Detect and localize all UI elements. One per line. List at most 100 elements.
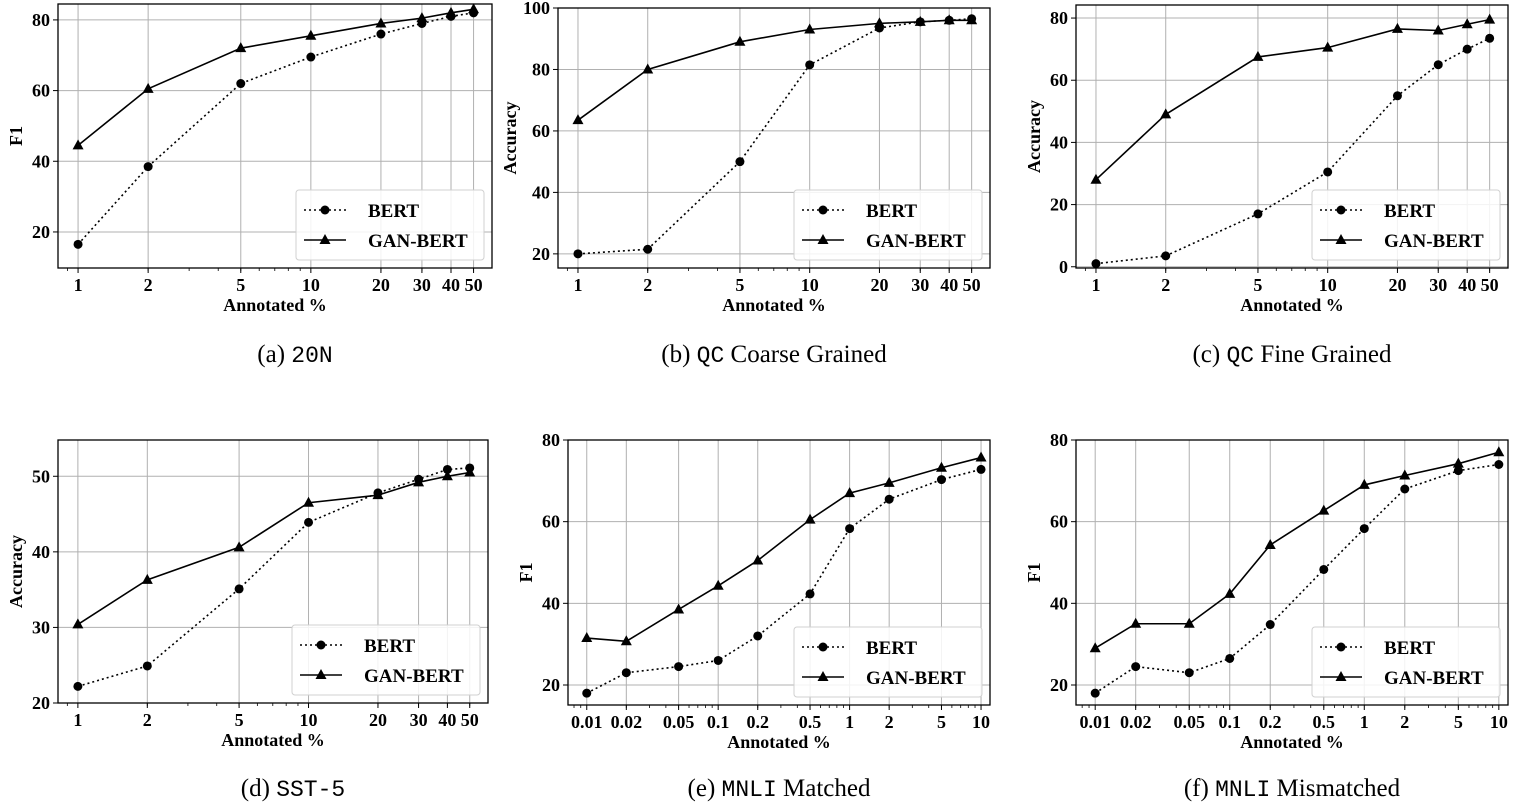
data-point bbox=[72, 618, 84, 629]
legend-box bbox=[291, 624, 481, 696]
x-tick-label: 0.01 bbox=[571, 712, 603, 732]
data-point bbox=[884, 494, 894, 504]
legend: BERT GAN-BERT bbox=[1311, 626, 1501, 698]
series-line bbox=[1094, 463, 1499, 694]
y-tick-label: 0 bbox=[1059, 257, 1068, 277]
data-point bbox=[468, 3, 480, 14]
x-tick-label: 5 bbox=[735, 275, 744, 295]
y-axis-label: F1 bbox=[516, 563, 536, 583]
data-point bbox=[1224, 587, 1236, 598]
data-point bbox=[1461, 18, 1473, 29]
x-tick-label: 10 bbox=[972, 712, 990, 732]
series-bert bbox=[1090, 459, 1504, 698]
data-point bbox=[1130, 617, 1142, 628]
data-point bbox=[1253, 209, 1263, 219]
axes-frame bbox=[567, 439, 991, 706]
x-tick-label: 40 bbox=[438, 710, 456, 730]
data-point bbox=[376, 29, 386, 39]
data-point bbox=[1089, 642, 1101, 653]
x-tick-label: 2 bbox=[643, 275, 652, 295]
series-bert bbox=[582, 464, 986, 698]
legend-triangle-marker bbox=[315, 669, 327, 679]
data-point bbox=[445, 6, 457, 17]
x-axis-label: Annotated % bbox=[722, 295, 826, 315]
data-point bbox=[1392, 91, 1402, 101]
subplot-e: 0.01 0.02 0.05 0.1 0.2 0.5 1 2 5 10 20 40 60 80 Annota… bbox=[516, 430, 991, 803]
data-point bbox=[305, 29, 317, 40]
data-point bbox=[1433, 60, 1443, 70]
data-point bbox=[236, 79, 246, 89]
data-point bbox=[233, 541, 245, 552]
caption-suffix: Fine Grained bbox=[1254, 341, 1392, 368]
legend-circle-marker bbox=[818, 205, 828, 215]
y-tick-label: 60 bbox=[32, 81, 50, 101]
y-tick-label: 80 bbox=[532, 59, 550, 79]
series-gan-bert bbox=[581, 451, 987, 646]
caption-suffix: Matched bbox=[777, 775, 871, 802]
data-point bbox=[1160, 108, 1172, 119]
x-axis-label: Annotated % bbox=[223, 295, 327, 315]
data-point bbox=[1453, 466, 1463, 476]
y-tick-label: 40 bbox=[1050, 593, 1068, 613]
y-tick-label: 80 bbox=[32, 10, 50, 30]
legend-label: GAN-BERT bbox=[368, 231, 468, 252]
data-point bbox=[1090, 688, 1100, 698]
caption-dataset: QC bbox=[697, 343, 725, 369]
x-tick-label: 10 bbox=[1490, 712, 1508, 732]
data-point bbox=[142, 82, 154, 93]
y-axis-label: F1 bbox=[1024, 563, 1044, 583]
data-point bbox=[804, 23, 816, 34]
x-tick-label: 10 bbox=[1319, 275, 1337, 295]
data-point bbox=[873, 17, 885, 28]
legend-circle-marker bbox=[320, 205, 330, 215]
x-tick-label: 30 bbox=[413, 275, 431, 295]
legend-circle-marker bbox=[1336, 205, 1346, 215]
x-tick-label: 1 bbox=[573, 275, 582, 295]
legend-box bbox=[1311, 189, 1501, 261]
subplot-caption: (e) MNLI Matched bbox=[688, 775, 871, 803]
data-point bbox=[935, 461, 947, 472]
legend-triangle-marker bbox=[817, 234, 829, 244]
data-point bbox=[1322, 41, 1334, 52]
legend-triangle-marker bbox=[1335, 671, 1347, 681]
data-point bbox=[805, 589, 815, 599]
y-tick-label: 40 bbox=[1050, 132, 1068, 152]
y-tick-label: 40 bbox=[532, 182, 550, 202]
y-tick-label: 40 bbox=[542, 593, 560, 613]
x-tick-label: 10 bbox=[302, 275, 320, 295]
data-point bbox=[573, 249, 583, 259]
x-tick-label: 0.01 bbox=[1079, 712, 1111, 732]
x-tick-label: 40 bbox=[442, 275, 460, 295]
y-tick-label: 60 bbox=[1050, 70, 1068, 90]
x-tick-label: 5 bbox=[235, 710, 244, 730]
data-point bbox=[673, 603, 685, 614]
caption-prefix: (b) bbox=[661, 341, 696, 368]
data-point bbox=[1252, 50, 1264, 61]
legend-label: GAN-BERT bbox=[1384, 231, 1484, 252]
data-point bbox=[752, 554, 764, 565]
subplot-f: 0.01 0.02 0.05 0.1 0.2 0.5 1 2 5 10 20 40 60 80 Annota… bbox=[1024, 430, 1509, 803]
caption-prefix: (f) bbox=[1184, 775, 1215, 802]
data-point bbox=[753, 631, 763, 641]
data-point bbox=[1494, 459, 1504, 469]
data-point bbox=[1183, 617, 1195, 628]
legend-label: GAN-BERT bbox=[364, 666, 464, 687]
x-tick-label: 0.5 bbox=[1313, 712, 1336, 732]
data-point bbox=[674, 662, 684, 672]
data-point bbox=[1264, 538, 1276, 549]
data-point bbox=[234, 584, 244, 594]
data-point bbox=[1225, 653, 1235, 663]
x-tick-label: 0.5 bbox=[799, 712, 822, 732]
y-tick-label: 60 bbox=[542, 512, 560, 532]
x-tick-label: 20 bbox=[1388, 275, 1406, 295]
data-point bbox=[1359, 524, 1369, 534]
y-axis-label: Accuracy bbox=[1024, 100, 1044, 173]
data-point bbox=[582, 688, 592, 698]
x-tick-label: 1 bbox=[74, 275, 83, 295]
x-tick-label: 0.1 bbox=[1218, 712, 1241, 732]
x-tick-label: 2 bbox=[144, 275, 153, 295]
